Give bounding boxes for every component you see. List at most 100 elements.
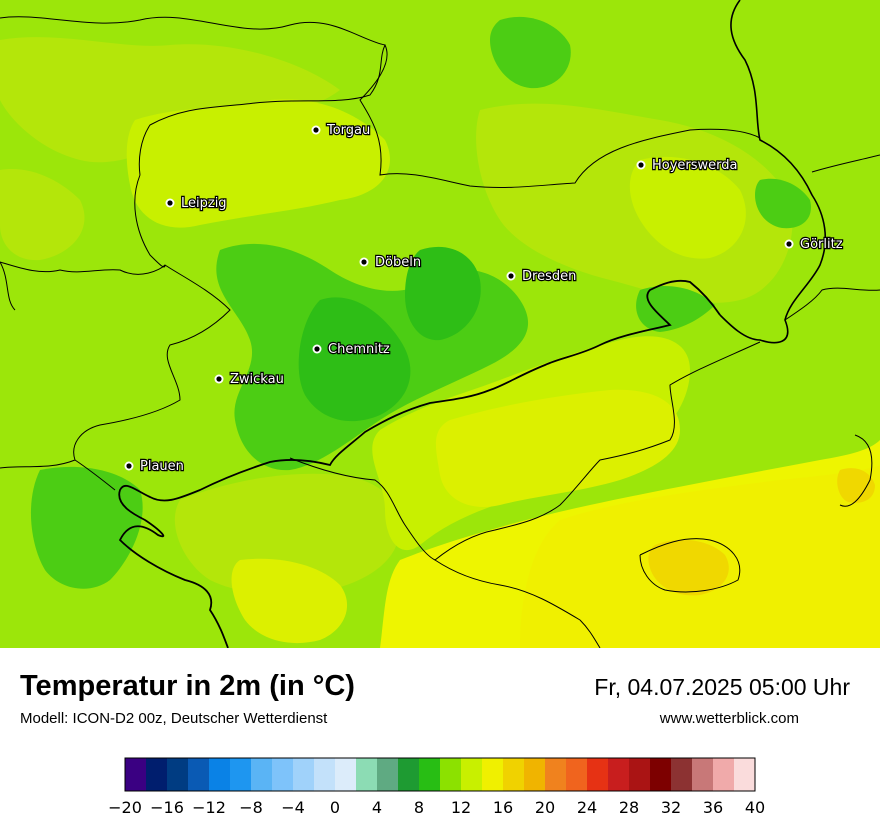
state-border-brandenburg — [0, 16, 386, 176]
state-border-bavaria — [74, 341, 761, 648]
legend-tick-label: −4 — [281, 798, 305, 817]
legend-tick-label: 24 — [577, 798, 597, 817]
legend-swatches — [124, 757, 756, 792]
legend-swatch-23 — [608, 758, 630, 791]
city-label: Chemnitz — [328, 342, 390, 357]
legend-swatch-13 — [398, 758, 420, 791]
region-border-northwest — [0, 174, 166, 311]
city-dot — [313, 127, 319, 133]
city-label: Plauen — [140, 459, 184, 474]
city-label: Leipzig — [181, 196, 227, 211]
website-link[interactable]: www.wetterblick.com — [659, 710, 799, 727]
temperature-area-10 — [174, 473, 400, 596]
temperature-area-16 — [837, 468, 875, 503]
legend-tick-label: −20 — [108, 798, 142, 817]
temperature-area-9 — [30, 466, 143, 589]
city-dot — [361, 259, 367, 265]
temperature-area-19 — [755, 178, 811, 229]
legend-swatch-5 — [230, 758, 252, 791]
city-marker-görlitz: Görlitz — [784, 236, 844, 253]
legend-swatch-25 — [650, 758, 672, 791]
city-label: Döbeln — [375, 255, 421, 270]
legend-swatch-16 — [461, 758, 483, 791]
legend-swatch-28 — [713, 758, 735, 791]
legend-tick-label: 16 — [493, 798, 513, 817]
legend-tick-label: 36 — [703, 798, 723, 817]
temperature-area-1 — [126, 99, 390, 228]
city-dot — [314, 346, 320, 352]
city-label: Dresden — [522, 269, 576, 284]
legend-tick-label: −8 — [239, 798, 263, 817]
legend-swatch-18 — [503, 758, 525, 791]
legend-swatch-4 — [209, 758, 231, 791]
legend-tick-label: 40 — [745, 798, 765, 817]
state-border-thuringia — [0, 261, 231, 469]
legend-swatch-7 — [272, 758, 294, 791]
legend-tick-label: 20 — [535, 798, 555, 817]
legend-swatch-27 — [692, 758, 714, 791]
legend-swatch-22 — [587, 758, 609, 791]
city-label: Torgau — [326, 123, 370, 138]
border-lines — [0, 0, 880, 648]
temperature-area-18 — [490, 16, 571, 89]
city-marker-chemnitz: Chemnitz — [312, 341, 391, 358]
state-border-east — [784, 154, 880, 321]
legend-tick-label: 4 — [372, 798, 382, 817]
city-dot — [638, 162, 644, 168]
legend-swatch-9 — [314, 758, 336, 791]
legend-swatch-21 — [566, 758, 588, 791]
legend-swatch-6 — [251, 758, 273, 791]
map-canvas: Torgau Leipzig Hoyerswerda Görlitz Döbeln Dre… — [0, 0, 880, 648]
temperature-area-8 — [636, 285, 715, 332]
temperature-map: Torgau Leipzig Hoyerswerda Görlitz Döbeln Dre… — [0, 0, 880, 648]
legend-swatch-26 — [671, 758, 693, 791]
legend-tick-label: 8 — [414, 798, 424, 817]
legend-tick-label: 32 — [661, 798, 681, 817]
city-label: Görlitz — [800, 237, 843, 252]
legend-swatch-10 — [335, 758, 357, 791]
legend-swatch-1 — [146, 758, 168, 791]
legend-swatch-19 — [524, 758, 546, 791]
legend-tick-label: 28 — [619, 798, 639, 817]
city-label: Hoyerswerda — [652, 158, 738, 173]
temperature-area-12 — [435, 389, 680, 507]
city-marker-dresden: Dresden — [506, 268, 578, 285]
city-dot — [126, 463, 132, 469]
legend-swatch-20 — [545, 758, 567, 791]
city-marker-hoyerswerda: Hoyerswerda — [636, 157, 739, 174]
temperature-area-17 — [231, 558, 348, 644]
city-label: Zwickau — [230, 372, 284, 387]
temperature-area-3 — [629, 156, 746, 259]
legend-swatch-2 — [167, 758, 189, 791]
city-markers: Torgau Leipzig Hoyerswerda Görlitz Döbeln Dre… — [124, 122, 844, 475]
state-border-poland — [719, 0, 827, 344]
city-dot — [216, 376, 222, 382]
country-border-czech — [118, 279, 721, 648]
temperature-area-7 — [405, 246, 481, 341]
city-marker-torgau: Torgau — [311, 122, 371, 139]
city-marker-döbeln: Döbeln — [359, 254, 422, 271]
legend-swatch-11 — [356, 758, 378, 791]
city-dot — [167, 200, 173, 206]
model-source: Modell: ICON-D2 00z, Deutscher Wetterdie… — [20, 710, 328, 727]
legend-swatch-29 — [734, 758, 756, 791]
city-dot — [786, 241, 792, 247]
legend-tick-label: 12 — [451, 798, 471, 817]
temperature-area-0 — [0, 37, 340, 163]
city-marker-plauen: Plauen — [124, 458, 185, 475]
legend-swatch-8 — [293, 758, 315, 791]
legend-swatch-3 — [188, 758, 210, 791]
color-legend: −20 −16 −12 −8 −4 0 4 8 12 16 20 24 28 32 36 40 — [0, 750, 880, 830]
legend-swatch-17 — [482, 758, 504, 791]
legend-tick-label: 0 — [330, 798, 340, 817]
legend-border — [124, 757, 756, 792]
temperature-area-4 — [0, 169, 85, 261]
legend-swatch-14 — [419, 758, 441, 791]
temperature-field — [0, 16, 880, 648]
map-title: Temperatur in 2m (in °C) — [20, 670, 355, 702]
temperature-area-6 — [298, 297, 411, 422]
legend-swatch-15 — [440, 758, 462, 791]
temperature-area-15 — [648, 539, 729, 596]
city-dot — [508, 273, 514, 279]
legend-tick-label: −16 — [150, 798, 184, 817]
